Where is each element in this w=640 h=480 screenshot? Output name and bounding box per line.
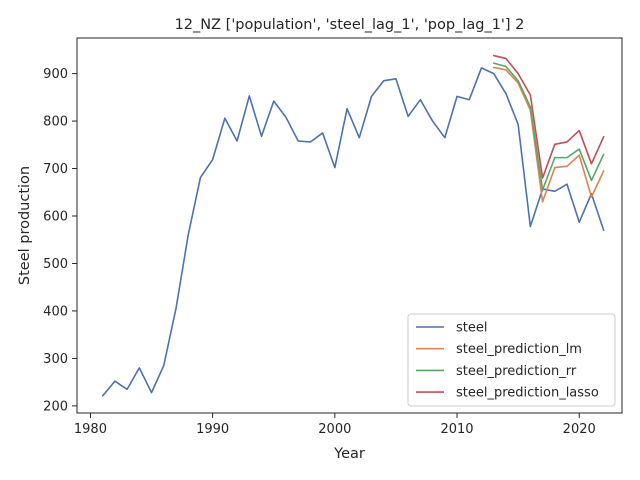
plot-frame: [76, 37, 623, 414]
legend-box: [407, 313, 616, 407]
y-tick-label: 500: [43, 257, 68, 272]
legend-entries: steel steel_prediction_lm steel_prediction…: [416, 321, 599, 401]
legend-label-steel-prediction-rr: steel_prediction_rr: [456, 364, 577, 379]
y-tick-label: 700: [43, 162, 68, 177]
series-line-steel-prediction-rr: [492, 62, 605, 191]
y-tick-label: 800: [43, 115, 68, 130]
y-tick-label: 300: [43, 352, 68, 367]
x-tick-label: 2020: [563, 422, 596, 437]
y-tick-label: 200: [43, 399, 68, 414]
x-tick-label: 2000: [318, 422, 351, 437]
x-tick-label: 1980: [74, 422, 107, 437]
y-axis: 200 300 400 500 600 700 800 900: [43, 67, 77, 414]
x-axis-label: Year: [333, 446, 365, 462]
series-line-steel-prediction-lm: [492, 66, 605, 203]
x-tick-label: 1990: [196, 422, 229, 437]
legend-label-steel-prediction-lasso: steel_prediction_lasso: [456, 386, 599, 401]
chart-title: 12_NZ ['population', 'steel_lag_1', 'pop…: [175, 17, 525, 33]
series-line-steel: [101, 67, 605, 397]
x-tick-label: 2010: [440, 422, 473, 437]
series-group: [101, 54, 605, 397]
y-tick-label: 600: [43, 210, 68, 225]
legend: steel steel_prediction_lm steel_prediction…: [407, 313, 616, 407]
y-axis-label: Steel production: [17, 166, 33, 285]
series-line-steel-prediction-lasso: [492, 54, 605, 179]
y-tick-label: 900: [43, 67, 68, 82]
y-tick-label: 400: [43, 304, 68, 319]
x-axis: 1980 1990 2000 2010 2020: [74, 413, 596, 437]
legend-label-steel: steel: [456, 321, 487, 336]
legend-label-steel-prediction-lm: steel_prediction_lm: [456, 342, 582, 357]
